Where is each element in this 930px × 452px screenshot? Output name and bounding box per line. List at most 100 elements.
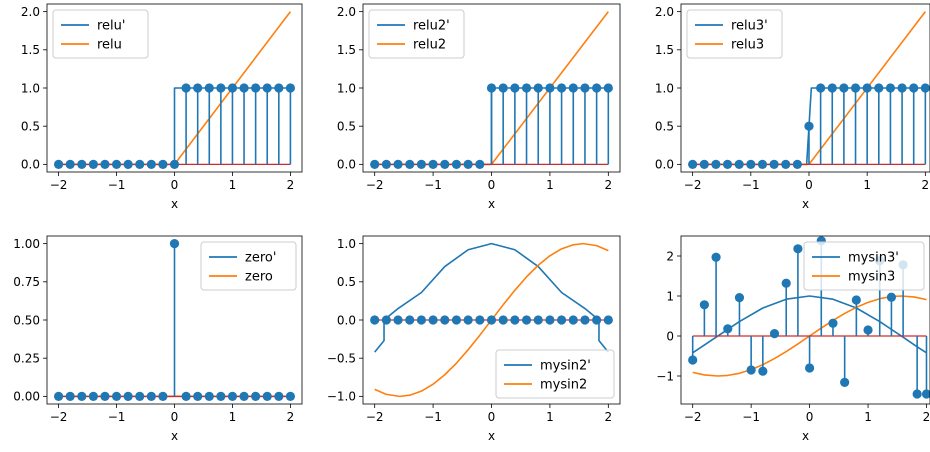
subplot-5: −2 −1 0 1 2 −1.0 −0.5 0.0 0.5 1.0 x mysin2' mysin2 (327, 235, 621, 443)
legend-label: mysin2 (540, 378, 587, 393)
y-tick-label: 1.5 (337, 43, 356, 57)
x-tick-label: −2 (50, 178, 68, 192)
plot-area (53, 11, 296, 169)
stem-marker (792, 159, 802, 169)
y-tick-label: 2.0 (337, 5, 356, 19)
y-tick-label: 0 (666, 329, 674, 343)
x-tick-label: −2 (366, 410, 384, 424)
x-tick-label: 2 (922, 178, 930, 192)
x-tick-label: −2 (50, 410, 68, 424)
plot-area (688, 11, 930, 169)
legend-box (686, 9, 783, 59)
stem-marker (285, 391, 296, 401)
legend-label: zero' (245, 251, 276, 266)
y-tick-label: 0.5 (337, 275, 356, 289)
stem-marker (758, 366, 768, 376)
x-tick-label: 0 (806, 410, 814, 424)
stem-marker (580, 315, 590, 325)
stem-marker (216, 83, 226, 93)
stem-marker (498, 83, 508, 93)
stem-marker (370, 315, 380, 325)
stem-marker (486, 315, 497, 325)
stem-marker (370, 159, 380, 169)
stem-marker (285, 83, 296, 93)
stem-marker (251, 83, 261, 93)
stem-marker (475, 315, 485, 325)
stem-marker (722, 159, 733, 169)
stem-marker (746, 159, 756, 169)
y-tick-label: 0.50 (13, 313, 40, 327)
y-tick-label: 0.0 (21, 158, 40, 172)
x-tick-label: 2 (287, 178, 295, 192)
legend-label: relu2' (413, 19, 450, 34)
stem-marker (88, 159, 98, 169)
x-tick-label: −2 (366, 178, 384, 192)
subplot-4: −2 −1 0 1 2 0.00 0.25 0.50 0.75 1.00 x zero' zero (13, 235, 303, 443)
x-tick-label: 1 (864, 410, 872, 424)
stem-marker (757, 159, 768, 169)
stem-marker (251, 391, 261, 401)
stem-marker (451, 315, 462, 325)
stem-marker (239, 391, 249, 401)
stem-marker (885, 83, 896, 93)
stem-marker (688, 355, 698, 365)
legend: relu2' relu2 (368, 9, 465, 59)
stem-marker (111, 159, 122, 169)
y-tick-label: 1 (666, 289, 674, 303)
stem-marker (463, 315, 473, 325)
x-axis-label: x (488, 197, 495, 211)
stem-marker (65, 159, 75, 169)
stem-marker (816, 83, 826, 93)
y-tick-label: 1.00 (13, 237, 40, 251)
legend-box (200, 241, 297, 291)
legend: zero' zero (200, 241, 297, 291)
subplot-2: −2 −1 0 1 2 0.0 0.5 1.0 1.5 2.0 x relu2' relu2 (337, 3, 621, 211)
stem-marker (828, 318, 838, 328)
stem-marker (734, 293, 745, 303)
stem-marker (568, 83, 578, 93)
stem-marker (545, 315, 555, 325)
stem-marker (158, 159, 168, 169)
legend-label: relu3 (731, 38, 764, 53)
x-tick-label: 1 (863, 178, 871, 192)
stem-marker (193, 391, 203, 401)
x-tick-label: −1 (424, 410, 442, 424)
stem-marker (545, 83, 555, 93)
legend: relu' relu (52, 9, 149, 59)
x-axis-label: x (802, 197, 809, 211)
y-tick-label: 0.0 (337, 313, 356, 327)
stem-marker (510, 83, 520, 93)
x-tick-label: 0 (805, 178, 813, 192)
stem-marker (381, 315, 391, 325)
y-tick-label: 0.00 (13, 390, 40, 404)
y-tick-label: 0.5 (655, 119, 674, 133)
stem-marker (804, 363, 815, 373)
stem-marker (65, 391, 75, 401)
stem-marker (556, 83, 567, 93)
legend-label: relu' (97, 19, 125, 34)
stem-marker (580, 83, 590, 93)
stem-marker (699, 159, 709, 169)
stem-marker (510, 315, 520, 325)
x-tick-label: −1 (108, 410, 126, 424)
stem-marker (921, 389, 930, 399)
y-tick-label: −0.5 (327, 351, 356, 365)
stem-marker (804, 121, 814, 131)
stem-marker (274, 391, 284, 401)
stem-marker (568, 315, 578, 325)
stem-marker (111, 391, 122, 401)
stem-marker (463, 159, 473, 169)
stem-marker (405, 159, 415, 169)
x-tick-label: 1 (546, 410, 554, 424)
stem-marker (711, 252, 721, 262)
stem-marker (274, 83, 284, 93)
y-tick-label: 0.5 (337, 119, 356, 133)
stem-marker (688, 159, 698, 169)
stem-marker (592, 83, 602, 93)
stem-marker (498, 315, 508, 325)
stem-marker (416, 315, 427, 325)
y-tick-label: 1.0 (655, 81, 674, 95)
legend: mysin2' mysin2 (495, 349, 615, 399)
x-tick-label: −1 (108, 178, 126, 192)
y-tick-label: 0.75 (13, 275, 40, 289)
